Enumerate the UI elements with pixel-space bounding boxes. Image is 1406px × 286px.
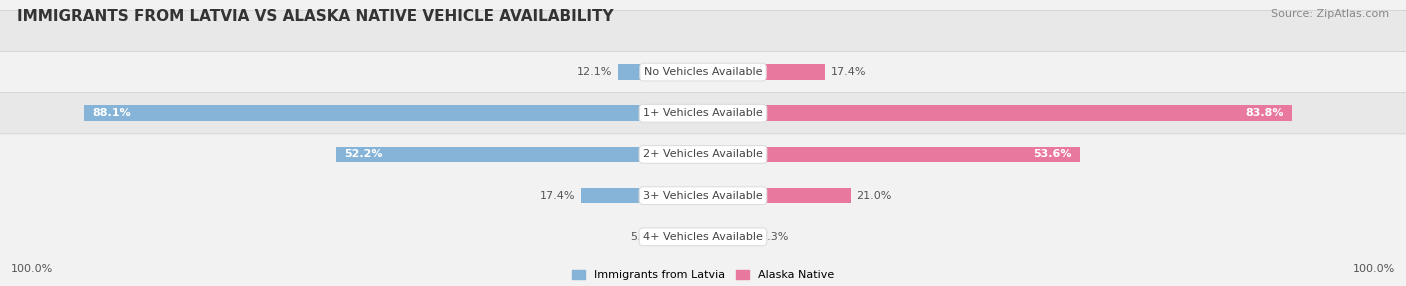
Text: IMMIGRANTS FROM LATVIA VS ALASKA NATIVE VEHICLE AVAILABILITY: IMMIGRANTS FROM LATVIA VS ALASKA NATIVE … <box>17 9 613 23</box>
Text: 52.2%: 52.2% <box>344 150 382 159</box>
Text: 100.0%: 100.0% <box>11 264 53 274</box>
Bar <box>581 188 703 203</box>
Text: No Vehicles Available: No Vehicles Available <box>644 67 762 77</box>
Bar <box>703 147 1080 162</box>
FancyBboxPatch shape <box>0 0 1406 175</box>
FancyBboxPatch shape <box>0 134 1406 286</box>
Bar <box>619 64 703 80</box>
Bar <box>665 229 703 245</box>
Bar <box>703 188 851 203</box>
Text: 12.1%: 12.1% <box>576 67 613 77</box>
Text: 21.0%: 21.0% <box>856 191 891 200</box>
Text: 83.8%: 83.8% <box>1246 108 1284 118</box>
Legend: Immigrants from Latvia, Alaska Native: Immigrants from Latvia, Alaska Native <box>571 270 835 281</box>
Text: 53.6%: 53.6% <box>1033 150 1071 159</box>
Text: Source: ZipAtlas.com: Source: ZipAtlas.com <box>1271 9 1389 19</box>
Text: 100.0%: 100.0% <box>1353 264 1395 274</box>
Text: 7.3%: 7.3% <box>759 232 789 242</box>
Text: 17.4%: 17.4% <box>831 67 866 77</box>
Text: 3+ Vehicles Available: 3+ Vehicles Available <box>643 191 763 200</box>
Text: 5.5%: 5.5% <box>630 232 658 242</box>
Bar <box>703 106 1292 121</box>
FancyBboxPatch shape <box>0 51 1406 257</box>
Text: 2+ Vehicles Available: 2+ Vehicles Available <box>643 150 763 159</box>
FancyBboxPatch shape <box>0 93 1406 286</box>
Text: 4+ Vehicles Available: 4+ Vehicles Available <box>643 232 763 242</box>
Bar <box>703 64 825 80</box>
Bar <box>84 106 703 121</box>
Text: 1+ Vehicles Available: 1+ Vehicles Available <box>643 108 763 118</box>
FancyBboxPatch shape <box>0 10 1406 216</box>
Text: 88.1%: 88.1% <box>93 108 131 118</box>
Bar <box>336 147 703 162</box>
Text: 17.4%: 17.4% <box>540 191 575 200</box>
Bar <box>703 229 754 245</box>
